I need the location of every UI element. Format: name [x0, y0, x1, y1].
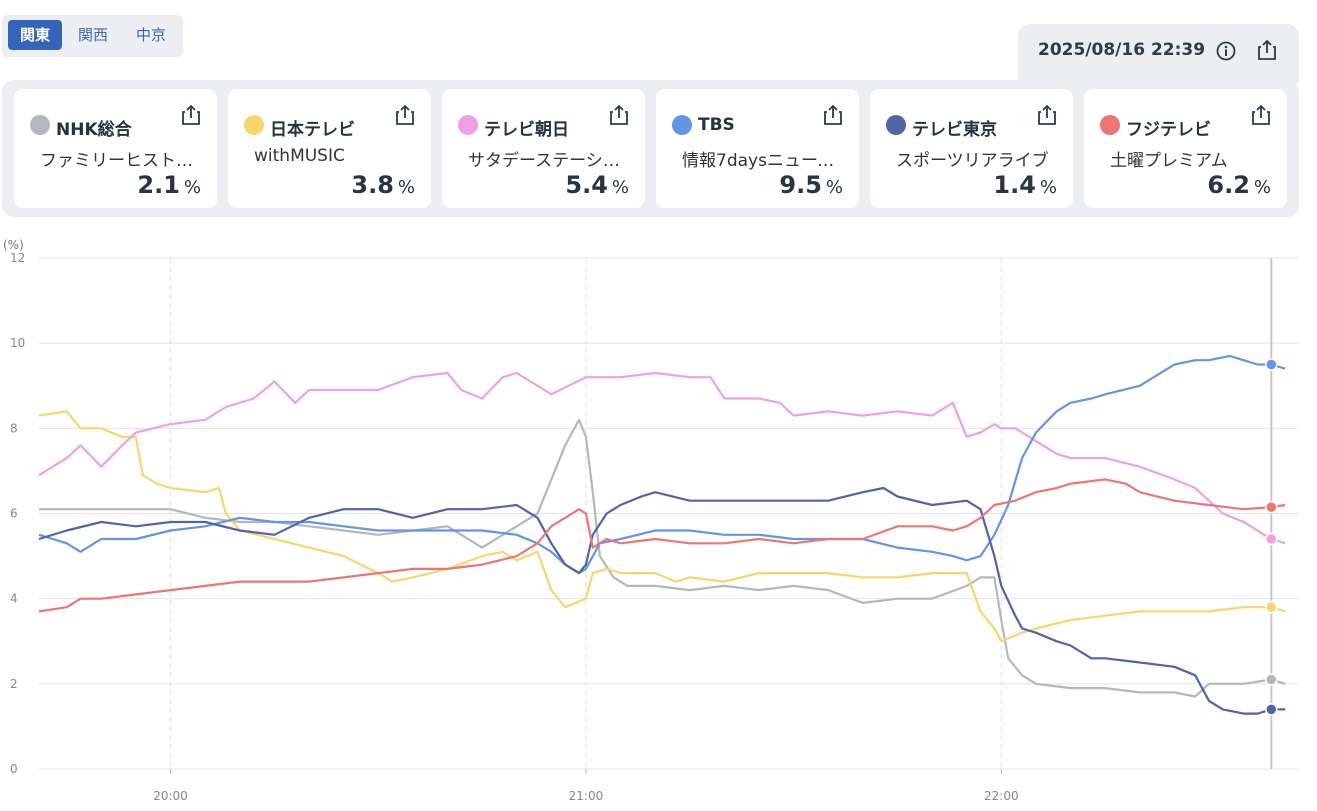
- program-title: 土曜プレミアム: [1110, 151, 1228, 171]
- y-tick-label: 10: [10, 336, 25, 350]
- program-title: 情報7daysニュースキャスター: [682, 151, 842, 171]
- y-tick-label: 12: [10, 251, 25, 265]
- y-tick-label: 2: [10, 677, 18, 691]
- rating-value: 6.2%: [1207, 171, 1271, 199]
- series-end-marker: [1265, 532, 1278, 546]
- x-tick-label: 22:00: [984, 789, 1019, 803]
- rating-value: 5.4%: [565, 171, 629, 199]
- share-icon[interactable]: [1250, 103, 1272, 127]
- series-line: [38, 486, 1286, 715]
- channel-name: テレビ朝日: [484, 120, 569, 140]
- x-tick-label: 21:00: [569, 789, 604, 803]
- series-end-marker: [1265, 500, 1278, 514]
- channel-card-tv-asahi[interactable]: テレビ朝日 サタデーステーション 5.4%: [442, 89, 645, 208]
- series-end-marker: [1265, 600, 1278, 614]
- share-icon[interactable]: [1256, 38, 1278, 62]
- channel-color-dot: [886, 115, 906, 135]
- series-line: [38, 354, 1286, 575]
- timestamp: 2025/08/16 22:39: [1038, 40, 1206, 60]
- y-tick-label: 6: [10, 507, 18, 521]
- program-title: サタデーステーション: [468, 151, 628, 171]
- series-line: [38, 410, 1286, 643]
- channel-name: テレビ東京: [912, 120, 997, 140]
- share-icon[interactable]: [608, 103, 630, 127]
- channel-name: NHK総合: [56, 120, 132, 140]
- channel-name: TBS: [698, 115, 735, 135]
- channel-color-dot: [1100, 115, 1120, 135]
- rating-value: 1.4%: [993, 171, 1057, 199]
- share-icon[interactable]: [1036, 103, 1058, 127]
- series-end-marker: [1265, 358, 1278, 371]
- ratings-line-chart: (%) 0 2 4 6 8 10 12 20:00 21:00 22:00: [3, 238, 1299, 803]
- channel-name: フジテレビ: [1126, 120, 1211, 140]
- share-icon[interactable]: [822, 103, 844, 127]
- channel-card-tbs[interactable]: TBS 情報7daysニュースキャスター 9.5%: [656, 89, 859, 208]
- series-end-marker: [1265, 703, 1278, 716]
- info-icon[interactable]: [1215, 40, 1237, 62]
- tab-kanto[interactable]: 関東: [8, 20, 62, 50]
- y-tick-label: 4: [10, 592, 18, 606]
- series-line: [39, 418, 1286, 698]
- y-axis-unit-label: (%): [3, 238, 24, 252]
- program-title: スポーツリアライブ: [896, 151, 1049, 171]
- series-line: [38, 371, 1286, 545]
- y-tick-label: 8: [10, 421, 18, 435]
- tab-kansai[interactable]: 関西: [77, 26, 108, 44]
- channel-card-nhk[interactable]: NHK総合 ファミリーヒストリー 2.1%: [14, 89, 217, 208]
- x-tick-label: 20:00: [153, 789, 188, 803]
- rating-value: 2.1%: [137, 171, 201, 199]
- channel-color-dot: [244, 115, 264, 135]
- channel-card-fuji[interactable]: フジテレビ 土曜プレミアム 6.2%: [1084, 89, 1287, 208]
- series-line: [38, 478, 1286, 613]
- channel-color-dot: [30, 115, 50, 135]
- channel-color-dot: [458, 115, 478, 135]
- rating-value: 3.8%: [351, 171, 415, 199]
- series-end-marker: [1265, 673, 1278, 686]
- channel-card-tv-tokyo[interactable]: テレビ東京 スポーツリアライブ 1.4%: [870, 89, 1073, 208]
- channel-color-dot: [672, 115, 692, 135]
- rating-value: 9.5%: [779, 171, 843, 199]
- share-icon[interactable]: [180, 103, 202, 127]
- y-tick-label: 0: [10, 762, 18, 776]
- share-icon[interactable]: [394, 103, 416, 127]
- program-title: ファミリーヒストリー: [40, 151, 200, 171]
- channel-name: 日本テレビ: [270, 120, 355, 140]
- timestamp-panel: 2025/08/16 22:39: [1018, 24, 1299, 84]
- channel-card-ntv[interactable]: 日本テレビ withMUSIC 3.8%: [228, 89, 431, 208]
- program-title: withMUSIC: [254, 146, 345, 166]
- region-tabs: 関東 関西 中京: [2, 15, 183, 57]
- tab-chukyo[interactable]: 中京: [135, 26, 166, 44]
- channel-cards: NHK総合 ファミリーヒストリー 2.1% 日本テレビ withMUSIC 3.…: [2, 80, 1299, 217]
